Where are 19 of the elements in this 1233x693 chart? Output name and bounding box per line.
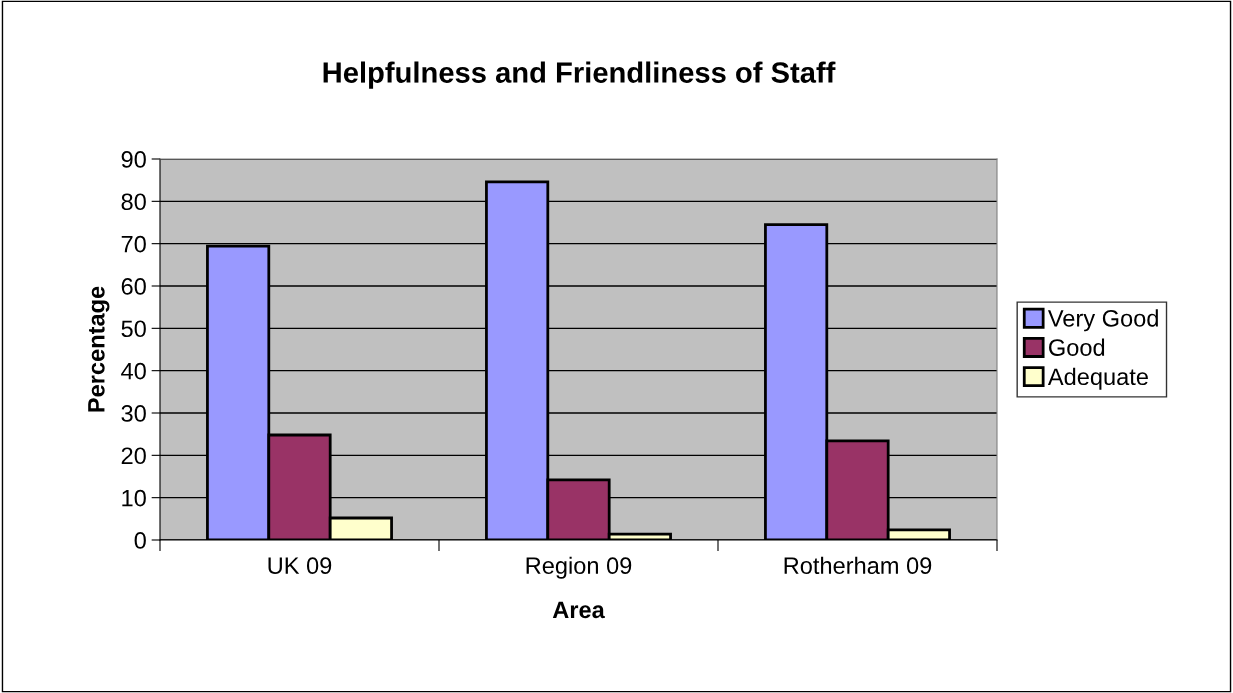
x-axis-title: Area <box>552 601 605 619</box>
legend-label: Adequate <box>1047 367 1148 390</box>
y-tick-label: 20 <box>121 447 146 465</box>
y-tick-label: 30 <box>121 405 146 422</box>
x-tick-label: Region 09 <box>526 556 632 579</box>
chart-title: Helpfulness and Friendliness of Staff <box>323 61 836 89</box>
y-tick-label: 70 <box>121 235 146 253</box>
x-tick-label: UK 09 <box>268 557 332 575</box>
y-axis-title: Percentage <box>88 286 110 412</box>
y-tick-label: 50 <box>121 320 146 338</box>
y-tick-label: 10 <box>122 489 146 507</box>
y-tick-label: 60 <box>121 278 146 295</box>
y-tick-label: 40 <box>121 362 146 380</box>
y-tick-label: 0 <box>134 532 146 549</box>
x-tick-label: Rotherham 09 <box>784 556 932 575</box>
legend-label: Very Good <box>1047 309 1158 332</box>
y-tick-label: 80 <box>121 193 146 211</box>
y-tick-label: 90 <box>121 151 146 168</box>
legend-label: Good <box>1049 338 1105 356</box>
